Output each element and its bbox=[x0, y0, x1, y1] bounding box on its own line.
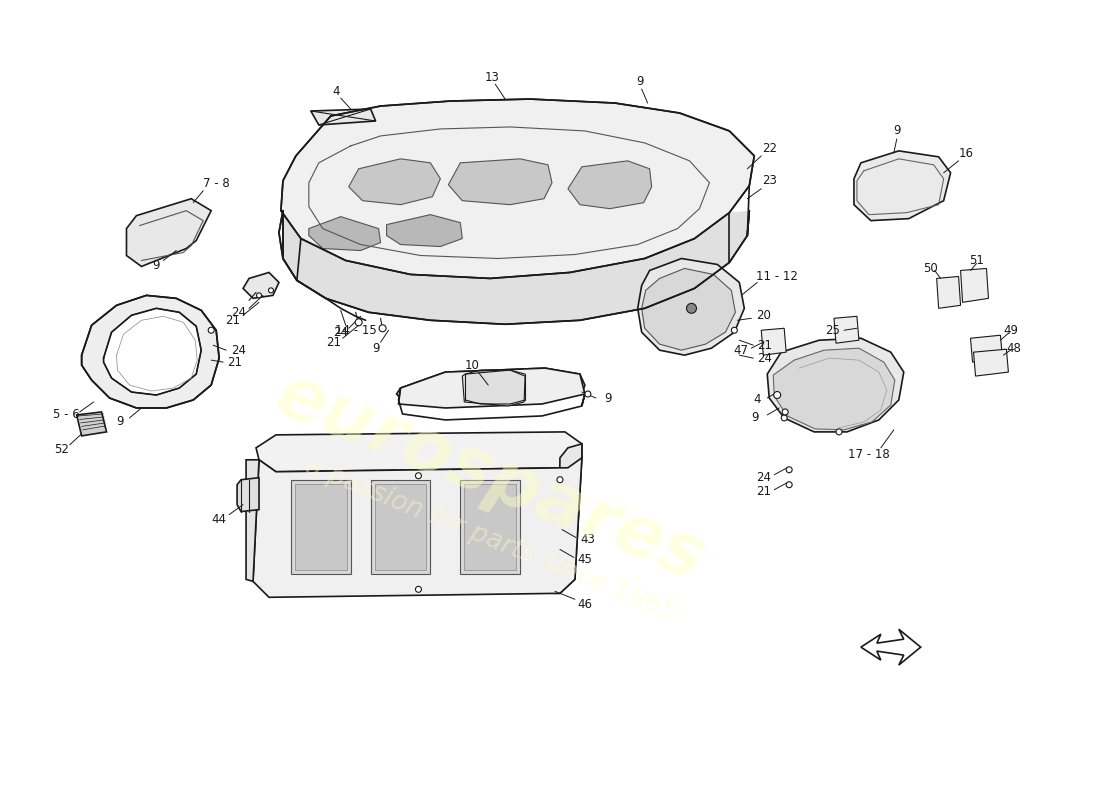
Polygon shape bbox=[834, 316, 859, 343]
Polygon shape bbox=[761, 328, 786, 355]
Text: eurospares: eurospares bbox=[265, 360, 715, 595]
Polygon shape bbox=[960, 269, 989, 302]
Text: 10: 10 bbox=[465, 358, 480, 372]
Text: 24: 24 bbox=[757, 352, 772, 365]
Circle shape bbox=[355, 318, 362, 326]
Text: 21: 21 bbox=[756, 485, 771, 498]
Polygon shape bbox=[81, 295, 219, 408]
Circle shape bbox=[786, 466, 792, 473]
Polygon shape bbox=[253, 458, 582, 598]
Text: 25: 25 bbox=[826, 324, 840, 337]
Text: 22: 22 bbox=[761, 142, 777, 155]
Polygon shape bbox=[311, 109, 375, 125]
Polygon shape bbox=[460, 480, 520, 574]
Polygon shape bbox=[568, 161, 651, 209]
Polygon shape bbox=[449, 159, 552, 205]
Polygon shape bbox=[386, 214, 462, 246]
Polygon shape bbox=[283, 99, 755, 278]
Text: 7 - 8: 7 - 8 bbox=[202, 178, 230, 190]
Polygon shape bbox=[854, 151, 950, 221]
Circle shape bbox=[786, 482, 792, 488]
Circle shape bbox=[379, 325, 386, 332]
Text: 9: 9 bbox=[604, 391, 612, 405]
Polygon shape bbox=[638, 258, 745, 355]
Text: 5 - 6: 5 - 6 bbox=[53, 409, 80, 422]
Text: 45: 45 bbox=[578, 553, 592, 566]
Circle shape bbox=[208, 327, 214, 334]
Polygon shape bbox=[290, 480, 351, 574]
Polygon shape bbox=[556, 444, 582, 594]
Text: 17 - 18: 17 - 18 bbox=[848, 448, 890, 462]
Polygon shape bbox=[398, 368, 585, 408]
Polygon shape bbox=[462, 370, 525, 406]
Text: 11 - 12: 11 - 12 bbox=[757, 270, 799, 283]
Text: 24: 24 bbox=[333, 326, 349, 338]
Text: 9: 9 bbox=[153, 259, 161, 272]
Circle shape bbox=[732, 327, 737, 334]
Polygon shape bbox=[243, 273, 279, 298]
Polygon shape bbox=[246, 460, 258, 582]
Text: 4: 4 bbox=[754, 394, 761, 406]
Text: 52: 52 bbox=[54, 443, 69, 456]
Text: 21: 21 bbox=[226, 314, 241, 326]
Polygon shape bbox=[767, 338, 904, 432]
Circle shape bbox=[557, 477, 563, 482]
Text: 47: 47 bbox=[734, 344, 749, 357]
Circle shape bbox=[781, 415, 788, 421]
Text: 50: 50 bbox=[923, 262, 938, 275]
Text: 49: 49 bbox=[1003, 324, 1018, 337]
Polygon shape bbox=[256, 432, 582, 472]
Circle shape bbox=[585, 391, 591, 397]
Circle shape bbox=[686, 303, 696, 314]
Text: 44: 44 bbox=[211, 513, 227, 526]
Text: 51: 51 bbox=[969, 254, 984, 267]
Text: 46: 46 bbox=[578, 598, 593, 610]
Circle shape bbox=[773, 391, 781, 398]
Text: 9: 9 bbox=[372, 342, 379, 354]
Text: 24: 24 bbox=[232, 344, 246, 357]
Polygon shape bbox=[396, 368, 585, 404]
Text: 9: 9 bbox=[116, 415, 123, 429]
Text: 24: 24 bbox=[232, 306, 246, 319]
Text: 4: 4 bbox=[332, 85, 340, 98]
Text: 9: 9 bbox=[751, 411, 759, 425]
Polygon shape bbox=[371, 480, 430, 574]
Text: 13: 13 bbox=[485, 70, 499, 84]
Text: 21: 21 bbox=[327, 336, 341, 349]
Polygon shape bbox=[375, 484, 427, 570]
Polygon shape bbox=[349, 159, 440, 205]
Circle shape bbox=[256, 293, 262, 298]
Text: 48: 48 bbox=[1005, 342, 1021, 354]
Polygon shape bbox=[283, 210, 749, 324]
Polygon shape bbox=[974, 349, 1009, 376]
Polygon shape bbox=[970, 335, 1002, 362]
Polygon shape bbox=[861, 630, 921, 665]
Text: 21: 21 bbox=[757, 338, 772, 352]
Text: 9: 9 bbox=[636, 74, 644, 88]
Text: 20: 20 bbox=[756, 309, 771, 322]
Polygon shape bbox=[773, 348, 894, 430]
Polygon shape bbox=[126, 198, 211, 266]
Polygon shape bbox=[103, 308, 201, 395]
Text: 23: 23 bbox=[762, 174, 777, 187]
Circle shape bbox=[268, 288, 274, 293]
Polygon shape bbox=[238, 478, 258, 512]
Text: 14 - 15: 14 - 15 bbox=[334, 324, 376, 337]
Circle shape bbox=[416, 586, 421, 592]
Text: a passion for parts since 1965: a passion for parts since 1965 bbox=[300, 453, 680, 626]
Circle shape bbox=[782, 409, 789, 415]
Text: 21: 21 bbox=[228, 356, 243, 369]
Polygon shape bbox=[77, 412, 107, 436]
Polygon shape bbox=[309, 217, 381, 250]
Circle shape bbox=[836, 429, 842, 435]
Text: 24: 24 bbox=[756, 471, 771, 484]
Polygon shape bbox=[295, 484, 346, 570]
Text: 43: 43 bbox=[581, 533, 595, 546]
Polygon shape bbox=[937, 277, 960, 308]
Polygon shape bbox=[641, 269, 736, 350]
Polygon shape bbox=[464, 484, 516, 570]
Text: 16: 16 bbox=[959, 147, 974, 160]
Circle shape bbox=[416, 473, 421, 478]
Text: 9: 9 bbox=[893, 125, 901, 138]
